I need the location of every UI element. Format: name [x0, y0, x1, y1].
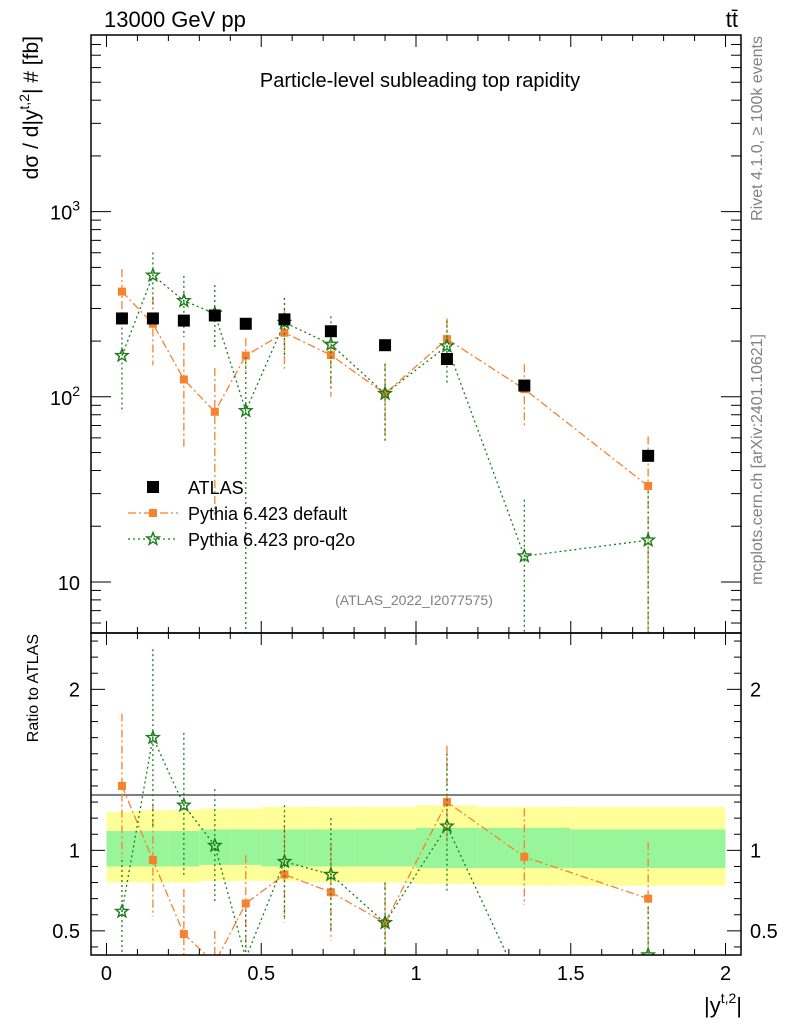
legend-marker — [149, 509, 157, 517]
main-data-point — [326, 351, 335, 360]
ratio-data-point — [644, 894, 653, 903]
main-data-point — [175, 292, 192, 308]
ratio-data-point — [322, 865, 340, 882]
main-data-point — [516, 547, 533, 563]
main-data-point — [381, 389, 390, 398]
main-data-point — [117, 287, 126, 296]
tick-base: 10 — [50, 388, 72, 410]
ratio-y-tick-label-left: 1 — [69, 840, 80, 862]
ratio-series-layer — [113, 649, 657, 955]
main-data-point — [640, 531, 657, 548]
main-data-point — [179, 375, 188, 384]
main-series-square-small — [117, 269, 653, 633]
ratio-data-point — [442, 798, 451, 807]
main-data-point — [280, 328, 289, 337]
main-data-point — [113, 347, 131, 363]
ratio-data-point — [206, 836, 223, 853]
main-y-axis-label: dσ / d|yt,2| # [fb] — [16, 36, 43, 179]
ratio-data-point — [113, 903, 130, 919]
ratio-y-tick-label-right: 2 — [750, 679, 761, 701]
ratio-data-point — [376, 914, 394, 930]
tick-base: 10 — [50, 203, 72, 225]
axis-ticks — [91, 34, 741, 955]
tick-exponent: 3 — [72, 198, 80, 214]
main-series-line — [121, 274, 649, 557]
main-data-point — [440, 353, 453, 366]
analysis-watermark: (ATLAS_2022_I2077575) — [335, 592, 493, 608]
rivet-version-label: Rivet 4.1.0, ≥ 100k events — [749, 36, 766, 221]
main-y-tick-label: 10 — [58, 573, 80, 595]
main-data-point — [210, 407, 219, 416]
main-data-point — [642, 449, 655, 462]
x-axis-label: |yt,2| — [704, 990, 742, 1018]
main-data-point — [241, 351, 250, 360]
ratio-data-point — [438, 817, 456, 834]
ratio-data-point — [117, 781, 126, 790]
ratio-data-point — [520, 852, 529, 861]
ratio-data-point — [179, 930, 188, 939]
main-data-point — [144, 266, 161, 283]
main-series-layer — [113, 252, 657, 633]
ratio-data-point — [148, 856, 157, 865]
ratio-data-point — [326, 888, 335, 897]
ratio-panel-frame — [90, 632, 742, 956]
header-left: 13000 GeV pp — [104, 7, 246, 32]
mcplots-label: mcplots.cern.ch [arXiv:2401.10621] — [749, 334, 766, 585]
main-data-point — [208, 309, 221, 322]
main-y-tick-label: 103 — [50, 198, 80, 225]
legend-marker — [144, 530, 162, 546]
header-right: tt̄ — [726, 7, 738, 32]
main-data-point — [177, 314, 190, 327]
legend-marker — [147, 481, 159, 493]
ratio-data-point — [144, 729, 161, 745]
main-series-square — [115, 309, 655, 462]
x-tick-label: 0.5 — [247, 963, 275, 985]
main-data-point — [438, 337, 455, 353]
main-series-star — [113, 252, 657, 633]
legend-label: ATLAS — [188, 478, 244, 498]
ratio-data-point — [280, 870, 289, 879]
main-data-point — [379, 339, 392, 352]
chart-title: Particle-level subleading top rapidity — [260, 70, 580, 92]
main-data-point — [377, 385, 394, 401]
main-data-point — [644, 481, 653, 490]
main-data-point — [322, 335, 340, 352]
main-data-point — [115, 312, 128, 325]
ratio-data-point — [276, 853, 293, 869]
ratio-band-inner — [354, 829, 416, 867]
main-data-point — [239, 317, 252, 330]
x-tick-label: 1.5 — [557, 963, 585, 985]
ratio-series-line — [121, 735, 649, 955]
ratio-y-tick-label-left: 2 — [69, 679, 80, 701]
main-y-tick-label: 102 — [50, 383, 80, 410]
ratio-y-axis-label: Ratio to ATLAS — [25, 634, 42, 742]
main-data-point — [146, 312, 159, 325]
legend-label: Pythia 6.423 pro-q2o — [188, 530, 355, 550]
tick-exponent: 2 — [72, 383, 80, 399]
x-tick-label: 0 — [101, 963, 112, 985]
legend-label: Pythia 6.423 default — [188, 504, 347, 524]
x-tick-label: 1 — [410, 963, 421, 985]
main-data-point — [324, 325, 337, 338]
main-data-point — [518, 379, 531, 392]
ratio-y-tick-label-right: 1 — [750, 840, 761, 862]
main-data-point — [237, 402, 254, 418]
ratio-data-point — [175, 796, 192, 813]
legend: ATLAS Pythia 6.423 default Pythia 6.423 pr… — [128, 478, 355, 550]
ratio-y-tick-label-left: 0.5 — [52, 921, 80, 943]
ratio-data-point — [640, 946, 657, 955]
ratio-y-tick-label-right: 0.5 — [750, 921, 778, 943]
ratio-series-star — [113, 649, 657, 955]
x-tick-label: 2 — [720, 963, 731, 985]
ratio-series-line — [121, 785, 649, 955]
main-data-point — [278, 313, 291, 326]
ratio-data-point — [241, 899, 250, 908]
